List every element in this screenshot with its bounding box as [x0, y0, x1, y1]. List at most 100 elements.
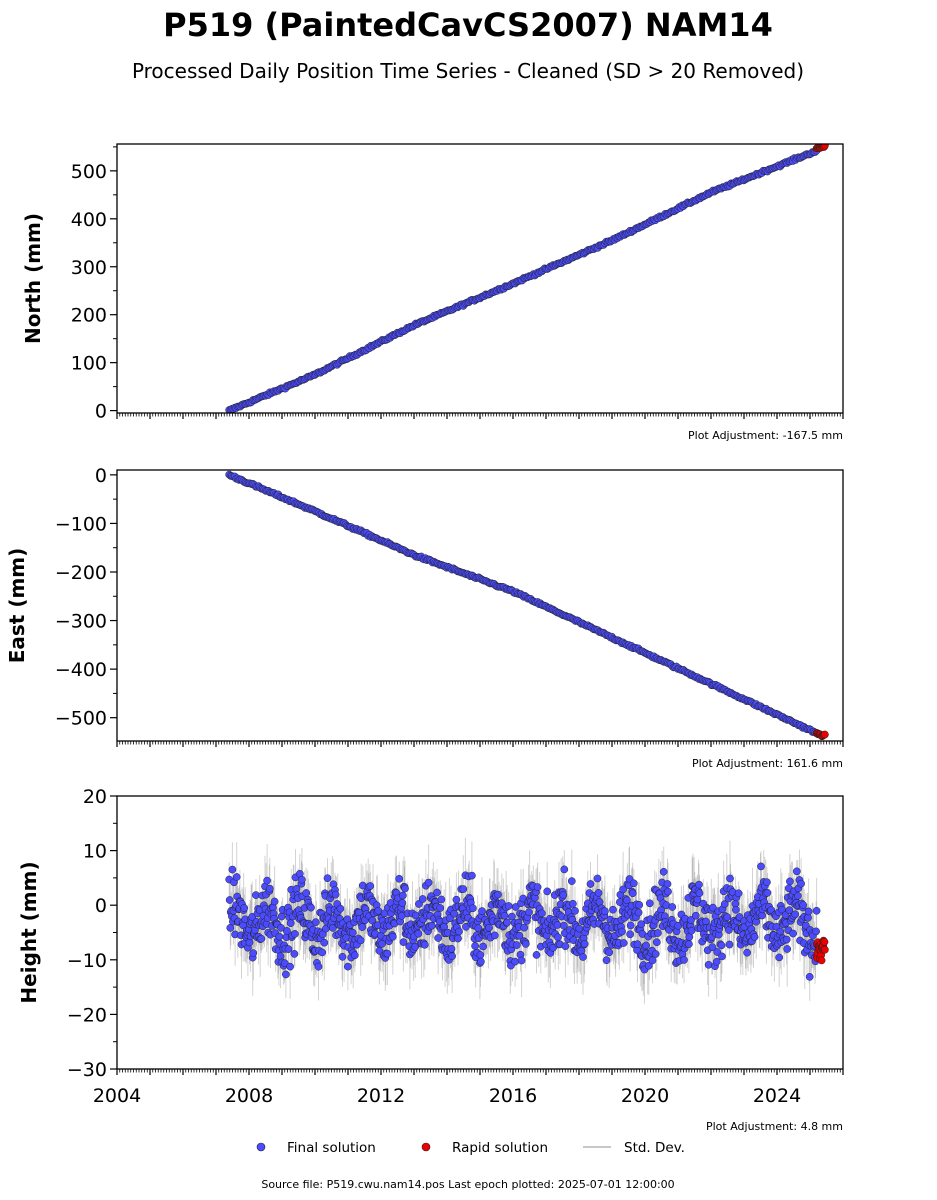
height-final-point	[282, 970, 290, 979]
height-final-point	[687, 926, 696, 935]
height-final-point	[323, 874, 332, 883]
height-final-point	[225, 896, 234, 904]
north-y-tick-label: 400	[71, 209, 107, 231]
height-final-point	[228, 865, 237, 874]
height-final-point	[358, 923, 367, 931]
legend-std-label: Std. Dev.	[624, 1140, 685, 1156]
height-final-point	[687, 916, 695, 924]
height-final-point	[277, 923, 285, 932]
height-final-point	[515, 931, 524, 940]
height-final-point	[252, 891, 260, 899]
height-plot-area	[225, 837, 829, 1004]
height-final-point	[521, 940, 530, 948]
east-plot-area	[225, 470, 829, 741]
height-final-point	[459, 885, 468, 893]
east-plot-adjustment: Plot Adjustment: 161.6 mm	[692, 757, 843, 770]
height-final-point	[286, 962, 294, 971]
height-final-point	[602, 956, 611, 965]
height-x-tick-label: 2016	[489, 1085, 537, 1107]
height-final-point	[797, 879, 805, 888]
height-final-point	[776, 927, 785, 936]
height-final-point	[619, 885, 627, 894]
height-final-point	[512, 941, 521, 949]
height-final-point	[418, 895, 427, 903]
height-final-point	[533, 883, 542, 891]
height-final-point	[479, 942, 487, 951]
height-final-point	[812, 927, 820, 936]
north-y-tick-label: 500	[71, 161, 107, 183]
height-final-point	[785, 906, 794, 915]
height-final-point	[511, 903, 520, 911]
height-final-point	[723, 913, 732, 921]
height-final-point	[511, 957, 519, 966]
height-final-point	[804, 913, 812, 922]
height-y-tick-label: 0	[95, 895, 107, 917]
height-final-point	[476, 951, 485, 959]
height-y-tick-label: −10	[67, 950, 107, 972]
height-final-point	[447, 944, 456, 953]
height-final-point	[520, 923, 529, 932]
height-final-point	[454, 934, 462, 943]
height-final-point	[757, 862, 765, 871]
height-final-point	[691, 911, 700, 920]
height-final-point	[414, 929, 423, 938]
height-final-point	[424, 878, 433, 887]
height-final-point	[580, 939, 589, 948]
height-final-point	[336, 904, 345, 913]
height-final-point	[263, 876, 271, 885]
height-final-point	[436, 904, 445, 912]
height-final-point	[318, 948, 327, 957]
height-final-point	[713, 948, 722, 956]
chart-title: P519 (PaintedCavCS2007) NAM14	[163, 6, 773, 44]
height-final-point	[792, 867, 801, 876]
height-final-series	[225, 862, 821, 981]
east-panel: 0 −100 −200 −300 −400 −500 East (mm) Plot Adjus…	[5, 465, 844, 770]
height-final-point	[477, 957, 485, 966]
height-final-point	[434, 934, 443, 942]
height-final-point	[395, 874, 404, 883]
height-final-point	[734, 889, 743, 898]
height-x-tick-label: 2008	[225, 1085, 273, 1107]
height-final-point	[298, 875, 306, 884]
height-final-point	[609, 905, 617, 914]
height-final-point	[786, 877, 794, 886]
height-panel: 20 10 0 −10 −20 −30 2004 2008 2012 2016 2020 2024 He…	[17, 786, 844, 1133]
height-final-point	[618, 927, 626, 936]
height-final-point	[812, 906, 821, 915]
north-y-axis-label: North (mm)	[21, 213, 45, 344]
height-final-point	[366, 882, 375, 890]
height-rapid-point	[821, 945, 829, 954]
height-final-point	[504, 902, 513, 910]
height-final-point	[433, 888, 441, 897]
east-y-tick-label: −200	[55, 562, 107, 584]
height-final-point	[708, 943, 717, 952]
north-panel: 0 100 200 300 400 500 North (mm) Plot Adjustmen…	[21, 143, 844, 442]
height-final-point	[791, 910, 800, 919]
east-axes-frame	[116, 469, 844, 742]
height-final-point	[559, 891, 568, 899]
height-final-point	[561, 942, 570, 951]
height-final-point	[569, 899, 577, 908]
height-final-point	[356, 936, 365, 945]
north-rapid-point	[821, 144, 829, 150]
height-final-point	[804, 907, 813, 916]
height-final-point	[401, 884, 409, 893]
height-final-point	[399, 891, 407, 900]
height-final-point	[628, 889, 637, 898]
height-final-point	[553, 921, 562, 929]
height-final-point	[543, 887, 552, 896]
height-final-point	[350, 951, 359, 960]
height-final-point	[290, 950, 299, 958]
legend-final-label: Final solution	[287, 1140, 376, 1156]
north-final-series	[225, 146, 821, 413]
legend-rapid-marker	[421, 1142, 431, 1152]
east-y-axis-label: East (mm)	[5, 548, 29, 664]
height-x-tick-label: 2012	[357, 1085, 405, 1107]
height-final-point	[725, 940, 734, 949]
height-final-point	[718, 952, 726, 961]
north-plot-area	[225, 144, 829, 413]
height-final-point	[651, 950, 660, 958]
height-final-point	[645, 899, 654, 908]
height-final-point	[593, 874, 602, 883]
height-final-point	[586, 880, 595, 888]
